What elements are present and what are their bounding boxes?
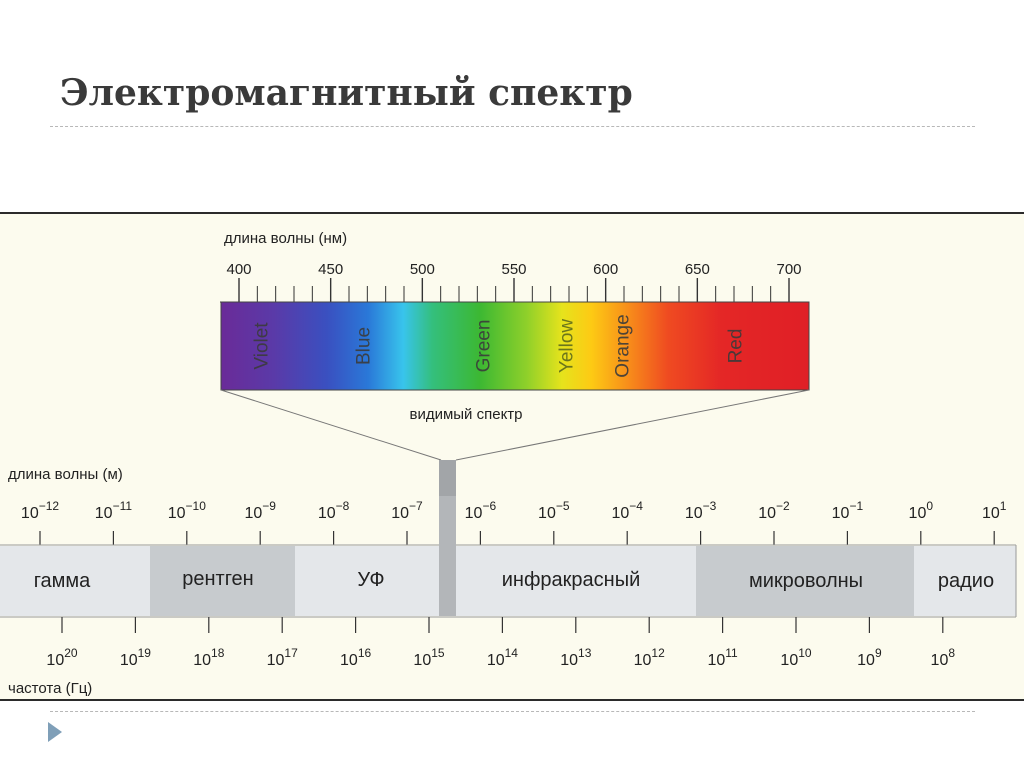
wavelength-tick-label: 10−9	[244, 499, 276, 522]
footer-divider	[50, 711, 975, 712]
wavelength-tick-label: 10−8	[318, 499, 350, 522]
band-label-xray: рентген	[182, 568, 253, 590]
slide-title: Электромагнитный спектр	[60, 72, 633, 114]
frequency-tick-label: 1010	[780, 646, 811, 669]
frequency-tick-label: 1015	[413, 646, 444, 669]
frequency-tick-labels: 1020 1019 1018 1017 1016 1015 1014 1013 1012 1011…	[46, 646, 955, 669]
band-microwave	[696, 546, 914, 616]
visible-color-label: Orange	[613, 314, 634, 377]
band-label-radio: радио	[938, 570, 994, 592]
wavelength-tick-label: 10−7	[391, 499, 423, 522]
frequency-tick-label: 1020	[46, 646, 77, 669]
frequency-tick-label: 1014	[487, 646, 518, 669]
visible-tick-label: 700	[776, 261, 801, 278]
visible-connector-cap	[439, 460, 456, 496]
visible-spectrum-bar	[220, 301, 810, 391]
visible-color-labels: Violet Blue Green Yellow Orange Red	[252, 314, 747, 377]
wavelength-tick-label: 10−4	[611, 499, 643, 522]
wavelength-tick-marks	[39, 531, 995, 545]
frequency-tick-label: 1016	[340, 646, 371, 669]
wavelength-tick-label: 101	[982, 499, 1007, 522]
band-label-microwave: микроволны	[749, 570, 863, 592]
wavelength-axis-label: длина волны (м)	[8, 466, 123, 483]
frequency-tick-label: 1018	[193, 646, 224, 669]
wavelength-tick-labels: 10−12 10−11 10−10 10−9 10−8 10−7 10−6 10−5 10−4 1…	[21, 499, 1007, 522]
frequency-tick-label: 108	[931, 646, 956, 669]
wavelength-tick-label: 10−11	[95, 499, 133, 522]
play-arrow-icon[interactable]	[48, 722, 62, 742]
visible-tick-label: 550	[501, 261, 526, 278]
visible-spectrum-caption: видимый спектр	[409, 406, 522, 423]
band-label-infrared: инфракрасный	[502, 569, 641, 591]
wavelength-tick-label: 10−5	[538, 499, 570, 522]
frequency-axis-label: частота (Гц)	[8, 680, 92, 697]
frequency-tick-marks	[61, 617, 944, 633]
frequency-tick-label: 1011	[707, 646, 738, 669]
connector-line-left	[220, 389, 442, 461]
band-label-uv: УФ	[357, 569, 384, 591]
visible-tick-label: 450	[318, 261, 343, 278]
wavelength-tick-label: 10−12	[21, 499, 59, 522]
wavelength-tick-label: 100	[909, 499, 934, 522]
visible-color-label: Blue	[354, 327, 375, 365]
band-infrared	[456, 546, 696, 616]
connector-line-right	[455, 389, 810, 461]
wavelength-tick-label: 10−10	[168, 499, 206, 522]
visible-tick-label: 400	[226, 261, 251, 278]
frequency-tick-label: 1019	[120, 646, 151, 669]
visible-color-label: Green	[474, 320, 495, 373]
frequency-tick-label: 1017	[267, 646, 298, 669]
visible-axis-label: длина волны (нм)	[224, 230, 347, 247]
wavelength-tick-label: 10−1	[832, 499, 864, 522]
frequency-tick-label: 1013	[560, 646, 591, 669]
wavelength-tick-label: 10−6	[465, 499, 497, 522]
visible-color-label: Violet	[252, 322, 273, 370]
wavelength-tick-label: 10−2	[758, 499, 790, 522]
visible-connector-column	[439, 460, 456, 616]
band-radio	[914, 546, 1016, 616]
spectrum-diagram: длина волны (нм) 400 450 500 550 600 650 700 V…	[0, 212, 1024, 701]
visible-tick-marks	[220, 278, 809, 303]
frequency-tick-label: 1012	[634, 646, 665, 669]
band-xray	[150, 546, 295, 616]
band-gamma	[0, 546, 150, 616]
title-divider	[50, 126, 975, 127]
visible-tick-label: 650	[685, 261, 710, 278]
visible-color-label: Yellow	[557, 319, 578, 374]
visible-color-label: Red	[726, 329, 747, 364]
band-label-gamma: гамма	[34, 570, 91, 592]
band-uv	[295, 546, 439, 616]
frequency-tick-label: 109	[857, 646, 882, 669]
visible-tick-label: 600	[593, 261, 618, 278]
wavelength-tick-label: 10−3	[685, 499, 717, 522]
visible-tick-labels: 400 450 500 550 600 650 700	[226, 261, 801, 278]
visible-tick-label: 500	[410, 261, 435, 278]
